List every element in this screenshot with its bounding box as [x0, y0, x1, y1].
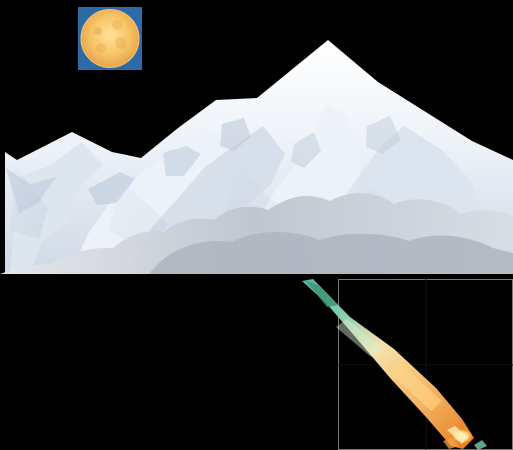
grid-panel: [338, 279, 513, 450]
moon-icon: [78, 7, 142, 70]
mountain-range-image: [0, 40, 513, 274]
meteor-image: [302, 279, 487, 450]
